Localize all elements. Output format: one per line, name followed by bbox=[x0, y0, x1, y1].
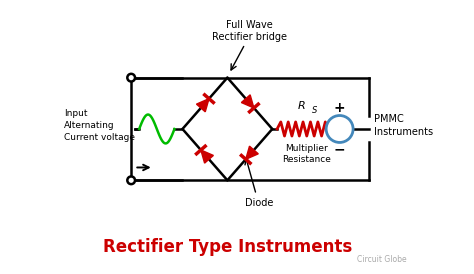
Polygon shape bbox=[246, 146, 258, 159]
Polygon shape bbox=[196, 99, 209, 112]
Polygon shape bbox=[201, 150, 213, 163]
Text: PMMC
Instruments: PMMC Instruments bbox=[374, 114, 433, 137]
Text: Rectifier Type Instruments: Rectifier Type Instruments bbox=[103, 238, 352, 256]
Text: Diode: Diode bbox=[245, 198, 273, 208]
Circle shape bbox=[326, 116, 353, 142]
Text: S: S bbox=[311, 105, 317, 115]
Text: Full Wave
Rectifier bridge: Full Wave Rectifier bridge bbox=[212, 20, 287, 42]
Text: Input
Alternating
Current voltage: Input Alternating Current voltage bbox=[64, 110, 135, 142]
Text: Circuit Globe: Circuit Globe bbox=[357, 255, 407, 264]
Text: +: + bbox=[334, 101, 346, 115]
Text: R: R bbox=[297, 101, 305, 111]
Circle shape bbox=[128, 176, 135, 184]
Text: Multiplier
Resistance: Multiplier Resistance bbox=[283, 144, 331, 164]
Text: −: − bbox=[334, 142, 346, 156]
Circle shape bbox=[128, 74, 135, 82]
Polygon shape bbox=[241, 95, 254, 108]
